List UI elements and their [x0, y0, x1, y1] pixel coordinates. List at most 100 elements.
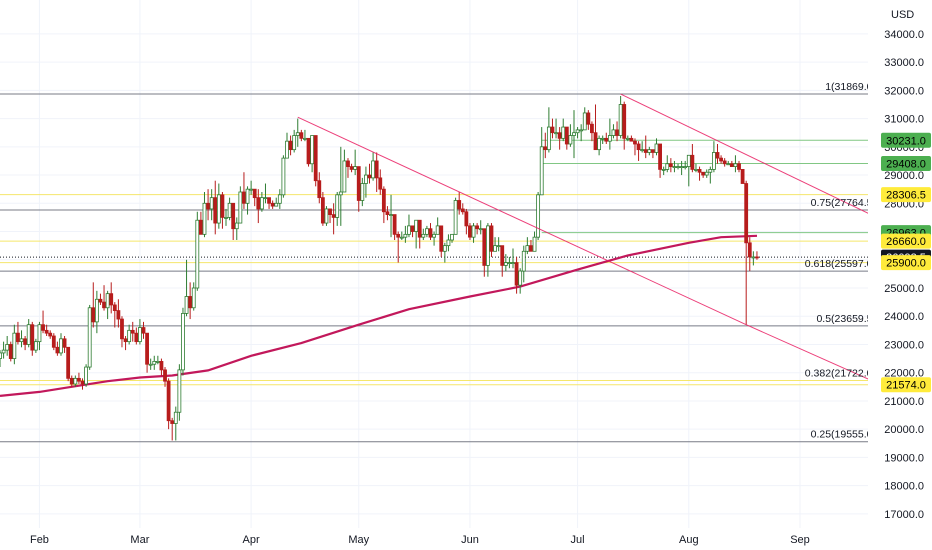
fib-level-label: 0.5(23659.5) [816, 313, 876, 325]
candle-body [668, 163, 673, 167]
candle-body [532, 236, 537, 252]
candle-body [48, 332, 53, 337]
price-badge [881, 255, 931, 271]
candle-body [202, 202, 207, 235]
candle-body [665, 163, 670, 170]
candle-body [554, 132, 558, 135]
candle-body [234, 222, 239, 230]
candle-body [328, 208, 332, 215]
time-axis[interactable]: Feb Mar Apr May Jun Jul Aug Sep [0, 528, 932, 550]
candle-body [439, 225, 444, 252]
price-axis[interactable]: 17000.0 18000.0 19000.0 20000.0 21000.0 22000… [868, 0, 932, 550]
candle-body [525, 245, 530, 252]
candle-body [353, 166, 358, 170]
candle-body [496, 245, 501, 248]
fib-level-label: 0.618(25597.0) [805, 258, 876, 270]
fib-labels: 1(31869.0) 0.75(27764.5) 0.618(25597.0) 0.5… [805, 81, 876, 441]
candle-body [116, 310, 121, 320]
candle-body [19, 338, 24, 343]
candle-body [378, 177, 383, 190]
candle-body [26, 324, 31, 345]
candle-body [568, 135, 573, 145]
candle-body [550, 126, 555, 134]
candle-body [292, 135, 297, 151]
candle-body [615, 129, 619, 136]
candle-body [367, 174, 372, 179]
candle-body [209, 197, 214, 210]
trendlines[interactable] [297, 93, 883, 386]
price-tick-label: 33000.0 [884, 57, 924, 69]
candle-body [676, 166, 680, 168]
candle-body [41, 324, 45, 331]
candle-body [73, 377, 78, 385]
candle-body [364, 174, 368, 184]
candle-body [604, 137, 609, 142]
candle-body [690, 154, 695, 170]
candle-body [306, 137, 311, 165]
price-badges: 30231.029408.028306.526963.026660.026093… [881, 132, 931, 393]
candle-body [242, 191, 246, 204]
candle-body [335, 194, 340, 218]
candle-body [521, 250, 526, 272]
candle-body [747, 242, 752, 258]
candle-body [389, 214, 393, 216]
price-tick-label: 20000.0 [884, 424, 924, 436]
candle-body [385, 211, 390, 215]
candle-body [593, 132, 598, 151]
candle-body [697, 169, 702, 173]
candle-body [130, 329, 135, 334]
candle-body [120, 318, 124, 340]
candle-body [123, 338, 128, 343]
candle-body [256, 197, 261, 210]
price-tick-label: 34000.0 [884, 29, 924, 41]
candle-body [636, 143, 641, 151]
time-axis-bg [0, 528, 932, 550]
candle-body [719, 157, 723, 162]
candle-body [338, 191, 343, 196]
candle-body [529, 245, 533, 252]
candle-body [87, 307, 92, 368]
candle-body [579, 129, 584, 132]
candle-body [643, 149, 648, 153]
candle-body [80, 380, 85, 385]
candle-body [295, 132, 300, 136]
trendline [620, 93, 883, 221]
candle-body [245, 188, 250, 204]
candle-body [320, 197, 325, 224]
candle-body [654, 143, 659, 153]
candle-body [33, 341, 38, 351]
month-tick-label: Sep [790, 534, 810, 546]
candle-body [356, 166, 361, 201]
candle-body [213, 197, 218, 224]
trendline [297, 116, 747, 326]
candle-body [672, 166, 677, 168]
candle-body [607, 135, 612, 142]
candle-body [399, 236, 404, 239]
candle-body [701, 171, 706, 176]
candle-body [12, 332, 17, 359]
price-badge-label: 28306.5 [886, 190, 926, 202]
candle-body [349, 166, 354, 170]
currency-label[interactable]: USD [891, 9, 914, 21]
horizontal-levels [0, 93, 868, 443]
candle-body [285, 140, 289, 159]
candle-body [55, 346, 60, 354]
price-tick-label: 29000.0 [884, 170, 924, 182]
candle-body [740, 169, 745, 184]
candle-body [751, 256, 756, 259]
price-badge-label: 30231.0 [886, 135, 926, 147]
candle-body [1, 349, 6, 354]
candle-body [141, 327, 146, 334]
price-badge-label: 21574.0 [886, 380, 926, 392]
candle-body [600, 137, 605, 140]
fib-level-label: 1(31869.0) [825, 81, 876, 93]
candle-body [277, 194, 282, 204]
candle-body [216, 194, 221, 224]
candle-body [16, 332, 20, 343]
candle-body [231, 202, 236, 230]
candle-body [446, 239, 451, 247]
candle-body [572, 132, 576, 136]
candle-body [195, 219, 200, 289]
candle-body [84, 366, 88, 385]
